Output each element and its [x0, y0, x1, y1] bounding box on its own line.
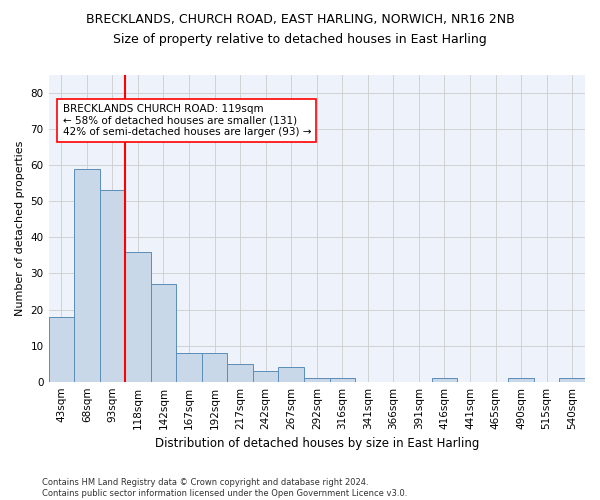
Y-axis label: Number of detached properties: Number of detached properties	[15, 140, 25, 316]
Bar	[100, 190, 125, 382]
Bar	[278, 367, 304, 382]
Text: BRECKLANDS CHURCH ROAD: 119sqm
← 58% of detached houses are smaller (131)
42% of: BRECKLANDS CHURCH ROAD: 119sqm ← 58% of …	[62, 104, 311, 137]
Bar	[49, 316, 74, 382]
Bar	[74, 169, 100, 382]
Bar	[559, 378, 585, 382]
X-axis label: Distribution of detached houses by size in East Harling: Distribution of detached houses by size …	[155, 437, 479, 450]
Text: BRECKLANDS, CHURCH ROAD, EAST HARLING, NORWICH, NR16 2NB: BRECKLANDS, CHURCH ROAD, EAST HARLING, N…	[86, 12, 514, 26]
Bar	[432, 378, 457, 382]
Bar	[253, 371, 278, 382]
Bar	[304, 378, 329, 382]
Bar	[151, 284, 176, 382]
Text: Size of property relative to detached houses in East Harling: Size of property relative to detached ho…	[113, 32, 487, 46]
Bar	[202, 353, 227, 382]
Bar	[227, 364, 253, 382]
Bar	[125, 252, 151, 382]
Text: Contains HM Land Registry data © Crown copyright and database right 2024.
Contai: Contains HM Land Registry data © Crown c…	[42, 478, 407, 498]
Bar	[329, 378, 355, 382]
Bar	[508, 378, 534, 382]
Bar	[176, 353, 202, 382]
